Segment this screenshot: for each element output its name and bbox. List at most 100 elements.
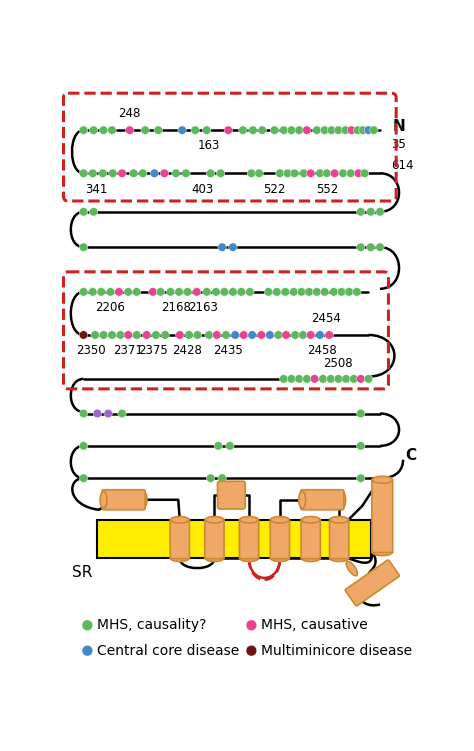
Text: 2508: 2508 (323, 357, 353, 369)
Circle shape (334, 375, 343, 383)
Circle shape (307, 169, 315, 177)
Circle shape (79, 330, 88, 339)
Circle shape (359, 126, 367, 134)
Text: 2435: 2435 (213, 344, 243, 357)
FancyBboxPatch shape (270, 520, 290, 559)
Circle shape (320, 288, 329, 296)
Ellipse shape (240, 555, 258, 562)
Circle shape (154, 126, 163, 134)
Circle shape (228, 288, 237, 296)
Circle shape (104, 409, 112, 418)
Text: 2428: 2428 (173, 344, 202, 357)
FancyBboxPatch shape (205, 520, 224, 559)
Circle shape (206, 474, 215, 482)
Circle shape (273, 288, 281, 296)
Circle shape (291, 330, 300, 339)
Text: 552: 552 (316, 182, 338, 195)
Circle shape (323, 169, 331, 177)
Circle shape (115, 288, 123, 296)
Circle shape (295, 126, 303, 134)
Ellipse shape (301, 555, 320, 562)
Circle shape (345, 288, 354, 296)
Circle shape (214, 442, 222, 450)
Circle shape (347, 126, 356, 134)
Circle shape (150, 169, 159, 177)
Circle shape (239, 330, 248, 339)
Circle shape (356, 375, 365, 383)
Circle shape (319, 375, 327, 383)
Circle shape (290, 288, 298, 296)
Ellipse shape (100, 491, 107, 508)
Bar (97, 520, 371, 558)
Ellipse shape (339, 491, 346, 508)
Circle shape (108, 126, 116, 134)
Circle shape (191, 126, 200, 134)
Circle shape (339, 169, 347, 177)
Circle shape (216, 169, 225, 177)
Circle shape (325, 330, 333, 339)
Circle shape (79, 474, 88, 482)
Circle shape (118, 409, 126, 418)
Circle shape (116, 330, 125, 339)
Circle shape (89, 288, 97, 296)
Circle shape (100, 330, 108, 339)
Circle shape (300, 169, 308, 177)
Circle shape (79, 243, 88, 252)
Circle shape (220, 288, 228, 296)
Circle shape (366, 243, 375, 252)
FancyBboxPatch shape (329, 520, 349, 559)
Circle shape (109, 169, 117, 177)
Circle shape (202, 288, 211, 296)
Text: 2350: 2350 (76, 344, 105, 357)
Circle shape (246, 645, 257, 656)
Circle shape (149, 288, 157, 296)
Circle shape (356, 474, 365, 482)
Text: 248: 248 (118, 107, 141, 120)
Circle shape (246, 620, 257, 631)
Circle shape (202, 126, 211, 134)
Circle shape (231, 330, 239, 339)
Circle shape (79, 442, 88, 450)
Circle shape (264, 288, 273, 296)
Circle shape (366, 207, 375, 216)
Circle shape (280, 126, 288, 134)
Circle shape (346, 169, 355, 177)
Ellipse shape (205, 517, 224, 523)
Text: 2371: 2371 (113, 344, 143, 357)
Circle shape (280, 375, 288, 383)
Circle shape (334, 126, 343, 134)
Circle shape (138, 169, 147, 177)
Circle shape (218, 243, 227, 252)
Circle shape (283, 169, 292, 177)
Circle shape (265, 330, 274, 339)
Circle shape (132, 330, 141, 339)
Circle shape (97, 288, 106, 296)
Ellipse shape (299, 491, 306, 508)
Circle shape (370, 126, 378, 134)
Circle shape (89, 207, 98, 216)
Circle shape (218, 474, 227, 482)
FancyBboxPatch shape (345, 560, 399, 606)
Ellipse shape (171, 555, 189, 562)
Circle shape (118, 169, 126, 177)
Circle shape (108, 330, 116, 339)
Circle shape (132, 288, 141, 296)
Circle shape (79, 207, 88, 216)
Circle shape (79, 288, 88, 296)
FancyBboxPatch shape (372, 479, 392, 553)
Circle shape (143, 330, 151, 339)
Circle shape (161, 330, 169, 339)
Circle shape (310, 375, 319, 383)
Circle shape (224, 126, 233, 134)
Circle shape (124, 330, 132, 339)
Circle shape (89, 169, 97, 177)
Circle shape (270, 126, 279, 134)
Circle shape (290, 169, 299, 177)
Circle shape (212, 330, 221, 339)
Circle shape (129, 169, 138, 177)
Text: 2454: 2454 (311, 312, 341, 325)
Circle shape (239, 126, 247, 134)
Circle shape (91, 330, 100, 339)
Circle shape (302, 375, 311, 383)
Circle shape (282, 330, 290, 339)
